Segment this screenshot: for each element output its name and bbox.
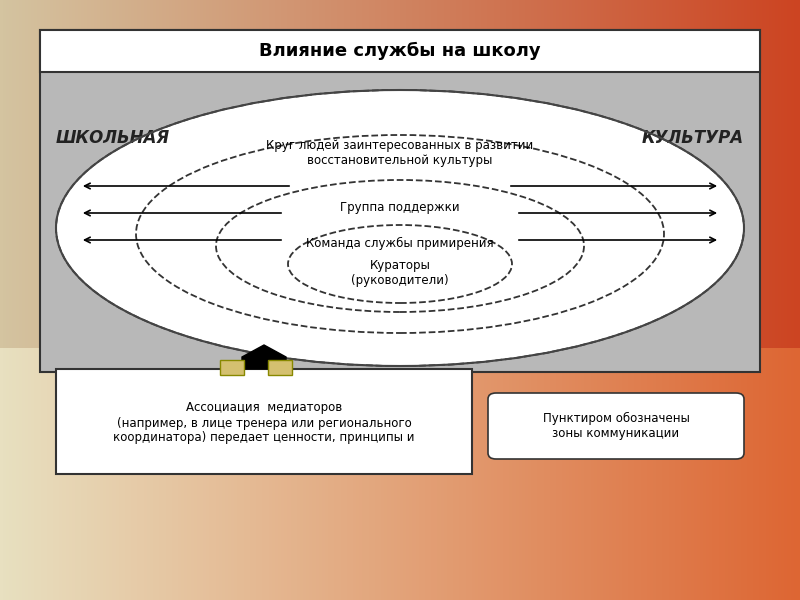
- Ellipse shape: [56, 90, 744, 366]
- Text: Кураторы
(руководители): Кураторы (руководители): [351, 259, 449, 287]
- FancyBboxPatch shape: [488, 393, 744, 459]
- FancyBboxPatch shape: [40, 30, 760, 372]
- Text: Ассоциация  медиаторов
(например, в лице тренера или регионального
координатора): Ассоциация медиаторов (например, в лице …: [114, 401, 414, 445]
- Text: Команда службы примирения: Команда службы примирения: [306, 236, 494, 250]
- FancyBboxPatch shape: [268, 360, 292, 375]
- Text: Круг людей заинтересованных в развитии
восстановительной культуры: Круг людей заинтересованных в развитии в…: [266, 139, 534, 167]
- FancyBboxPatch shape: [40, 30, 760, 72]
- Text: КУЛЬТУРА: КУЛЬТУРА: [642, 129, 744, 147]
- FancyArrow shape: [242, 345, 286, 369]
- Text: Группа поддержки: Группа поддержки: [340, 200, 460, 214]
- Text: Влияние службы на школу: Влияние службы на школу: [259, 42, 541, 60]
- Text: Пунктиром обозначены
зоны коммуникации: Пунктиром обозначены зоны коммуникации: [542, 412, 690, 440]
- FancyBboxPatch shape: [56, 369, 472, 474]
- Text: ШКОЛЬНАЯ: ШКОЛЬНАЯ: [56, 129, 170, 147]
- FancyBboxPatch shape: [220, 360, 244, 375]
